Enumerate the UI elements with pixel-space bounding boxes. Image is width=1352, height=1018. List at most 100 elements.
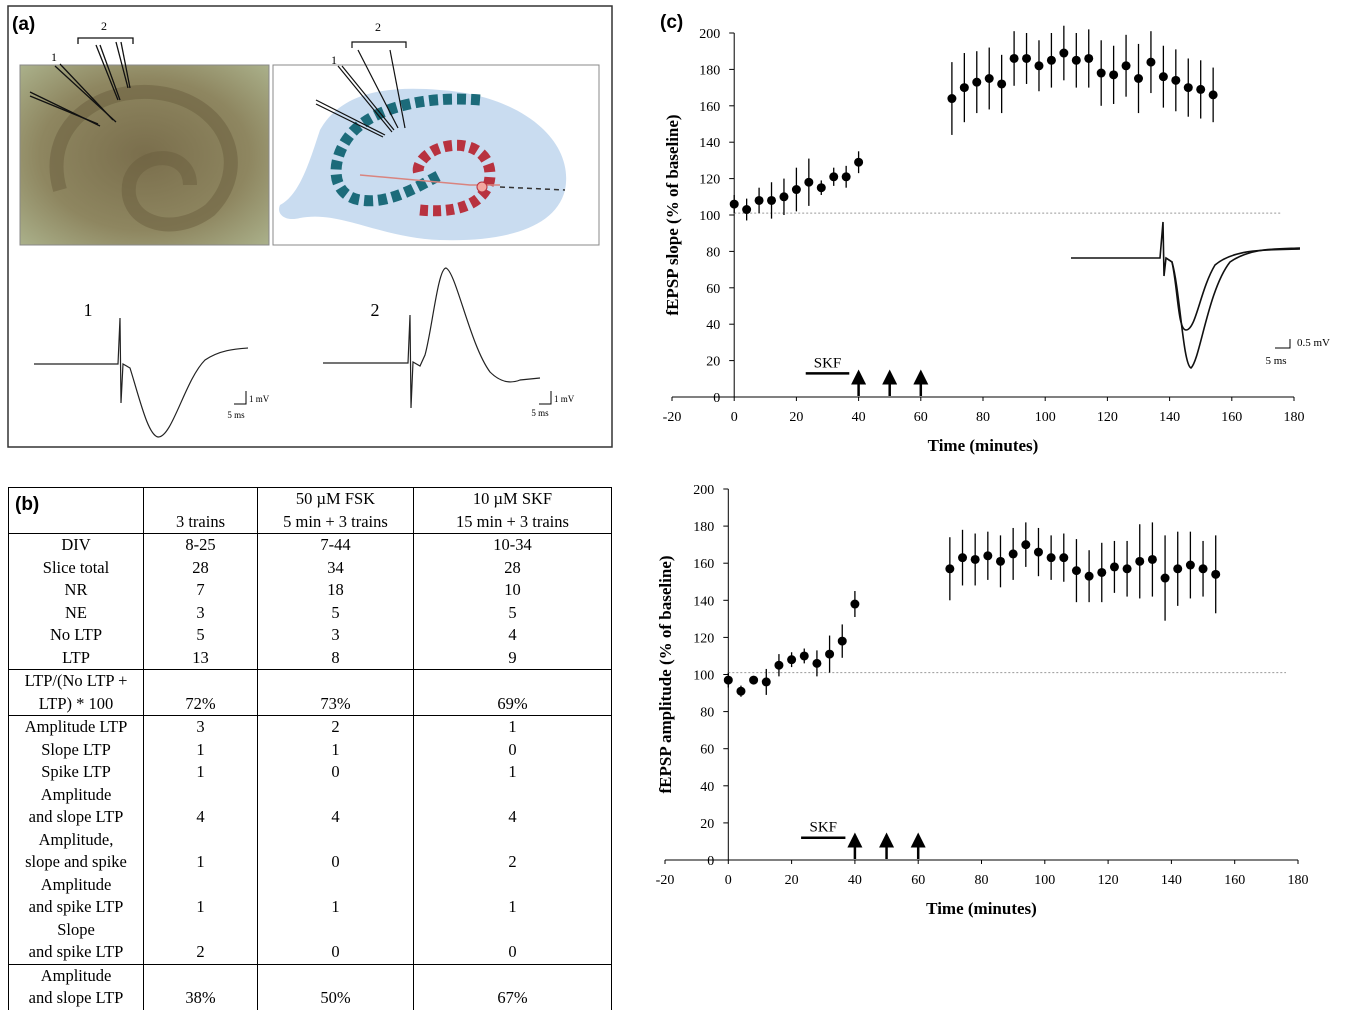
table-cell: 8-25 [143,533,258,557]
table-cell: LTP/(No LTP + LTP) * 100 [8,669,144,716]
data-point [754,195,764,205]
table-cell: 10 µM SKF 15 min + 3 trains [413,487,612,534]
table-cell: Amplitude LTP [8,715,144,739]
data-point [799,651,809,661]
y-tick-label: 120 [699,173,720,188]
data-point [749,675,759,685]
table-cell: 1 [413,761,612,784]
y-tick-label: 180 [693,520,714,535]
y-axis-title: fEPSP slope (% of baseline) [663,114,682,315]
table-cell: 1 [143,873,258,919]
table-cell: 1 [257,738,414,761]
data-point [761,677,771,687]
x-tick-label: 0 [731,410,738,425]
y-tick-label: 80 [706,245,720,260]
table-cell: LTP [8,646,144,670]
table-row: Amplitude and spike LTP 1 1 1 [8,873,612,919]
x-tick-label: 180 [1288,873,1309,888]
table-cell: 38% [143,963,258,1010]
y-tick-label: 120 [693,631,714,646]
table-cell: 34 [257,556,414,579]
data-point [1084,571,1094,581]
data-point [1109,70,1119,80]
x-tick-label: 40 [852,410,866,425]
data-point [1146,57,1156,67]
data-table: (b) 3 trains 50 µM FSK 5 min + 3 trains 10 … [8,487,612,1010]
x-tick-label: 120 [1097,410,1118,425]
trace [323,267,541,409]
table-row: Slice total 28 34 28 [8,556,612,579]
electrode-label: 1 [331,53,337,67]
electrodes-schematic [315,41,407,138]
y-tick-label: 200 [699,27,720,42]
y-tick-label: 100 [693,669,714,684]
schematic-soma [476,181,488,193]
data-point [1109,562,1119,572]
x-axis-title: Time (minutes) [928,436,1039,455]
y-tick-label: 140 [693,594,714,609]
data-point [1160,573,1170,583]
electrode-label: 2 [101,19,107,33]
table-cell: 4 [143,783,258,829]
x-tick-label: 60 [914,410,928,425]
table-cell: 3 [257,624,414,647]
schematic-neuron [359,174,500,186]
scale-label: 5 ms [531,408,549,418]
table-cell: Slope LTP [8,738,144,761]
schematic-ca [330,93,481,207]
x-tick-label: -20 [656,873,675,888]
data-point [959,83,969,93]
data-point [1084,53,1094,63]
y-tick-label: 100 [699,209,720,224]
table-cell: 0 [413,738,612,761]
y-tick-label: 160 [699,100,720,115]
data-point [1171,75,1181,85]
table-cell: 1 [413,715,612,739]
y-tick-label: 80 [700,706,714,721]
schematic-axon [499,186,566,191]
scale-bar [234,391,247,405]
scale-bar [1275,339,1291,349]
table-cell: NE [8,601,144,624]
table-row: Amplitude LTP 3 2 1 [8,715,612,739]
table-cell: No LTP [8,624,144,647]
data-point [837,636,847,646]
data-point [816,183,826,193]
electrode-label: 2 [375,20,381,34]
table-cell: 50% [257,963,414,1010]
table-cell: 2 [413,828,612,874]
y-tick-label: 40 [706,318,720,333]
table-cell: 3 [143,601,258,624]
x-tick-label: 60 [911,873,925,888]
data-point [1185,560,1195,570]
table-cell: 3 trains [143,487,258,534]
table-cell: 67% [413,963,612,1010]
data-point [958,553,968,563]
y-tick-label: 60 [700,743,714,758]
y-tick-label: 180 [699,63,720,78]
table-cell: 18 [257,579,414,602]
data-point [1135,556,1145,566]
data-point [825,649,835,659]
x-tick-label: 80 [975,873,989,888]
table-row: Amplitude and slope LTP 4 4 4 [8,783,612,829]
data-point [947,94,957,104]
photo-structure [49,84,238,232]
table-cell: 69% [413,669,612,716]
data-point [1134,74,1143,83]
scale-label: 5 ms [227,410,245,420]
x-tick-label: 140 [1161,873,1182,888]
table-cell: Amplitude and slope LTP [8,783,144,829]
table-cell: Amplitude and slope LTP [8,963,144,1010]
table-cell: Amplitude, slope and spike [8,828,144,874]
scale-label: 1 mV [554,394,575,404]
table-row: Amplitude and slope LTP 38% 50% 67% [8,963,612,1010]
data-point [1059,553,1069,563]
data-point [1173,564,1183,574]
data-point [736,686,746,696]
table-cell: 28 [413,556,612,579]
table-row: LTP/(No LTP + LTP) * 100 72% 73% 69% [8,669,612,716]
x-tick-label: 80 [976,410,990,425]
data-point [972,77,982,87]
data-point [1198,564,1208,574]
